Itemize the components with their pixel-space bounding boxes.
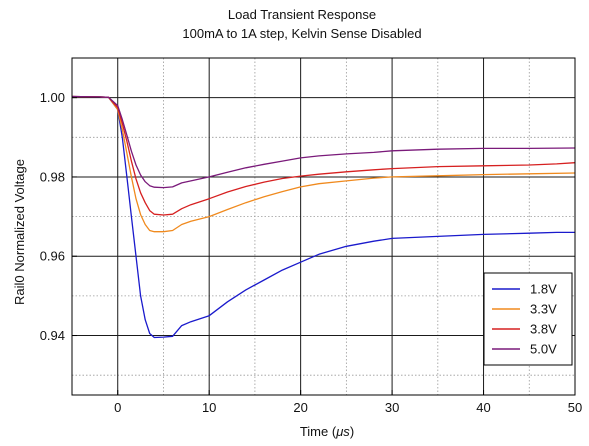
chart-title: Load Transient Response (228, 7, 376, 22)
y-tick-label: 0.96 (40, 249, 65, 264)
series-line-3.8V (71, 95, 576, 216)
legend: 1.8V 3.3V 3.8V 5.0V (483, 272, 573, 366)
legend-label: 3.8V (530, 322, 557, 337)
grid (72, 58, 575, 395)
y-tick-label: 1.00 (40, 90, 65, 105)
x-tick-label: 20 (293, 400, 307, 415)
plot-frame (71, 57, 576, 396)
x-tick-label: 50 (568, 400, 582, 415)
x-tick-label: 10 (202, 400, 216, 415)
axis-ticks: 0 10 20 30 40 50 0.94 0.96 0.98 1.00 (40, 90, 583, 415)
y-tick-label: 0.94 (40, 328, 65, 343)
chart-subtitle: 100mA to 1A step, Kelvin Sense Disabled (182, 26, 421, 41)
legend-box (483, 272, 573, 366)
x-tick-label: 40 (476, 400, 490, 415)
x-axis-label-suffix: ) (350, 424, 354, 439)
series-line-1.8V (71, 95, 575, 339)
legend-label: 1.8V (530, 282, 557, 297)
x-axis-label-prefix: Time ( (300, 424, 337, 439)
series-line-5.0V (71, 95, 576, 189)
x-axis-label-unit: μs (335, 424, 350, 439)
y-axis-label: Rail0 Normalized Voltage (12, 159, 27, 305)
series-lines (71, 95, 576, 339)
x-tick-label: 0 (114, 400, 121, 415)
legend-label: 3.3V (530, 302, 557, 317)
x-tick-label: 30 (385, 400, 399, 415)
legend-label: 5.0V (530, 342, 557, 357)
y-tick-label: 0.98 (40, 169, 65, 184)
series-line-3.3V (71, 95, 576, 233)
x-axis-label: Time (μs) (300, 424, 354, 439)
